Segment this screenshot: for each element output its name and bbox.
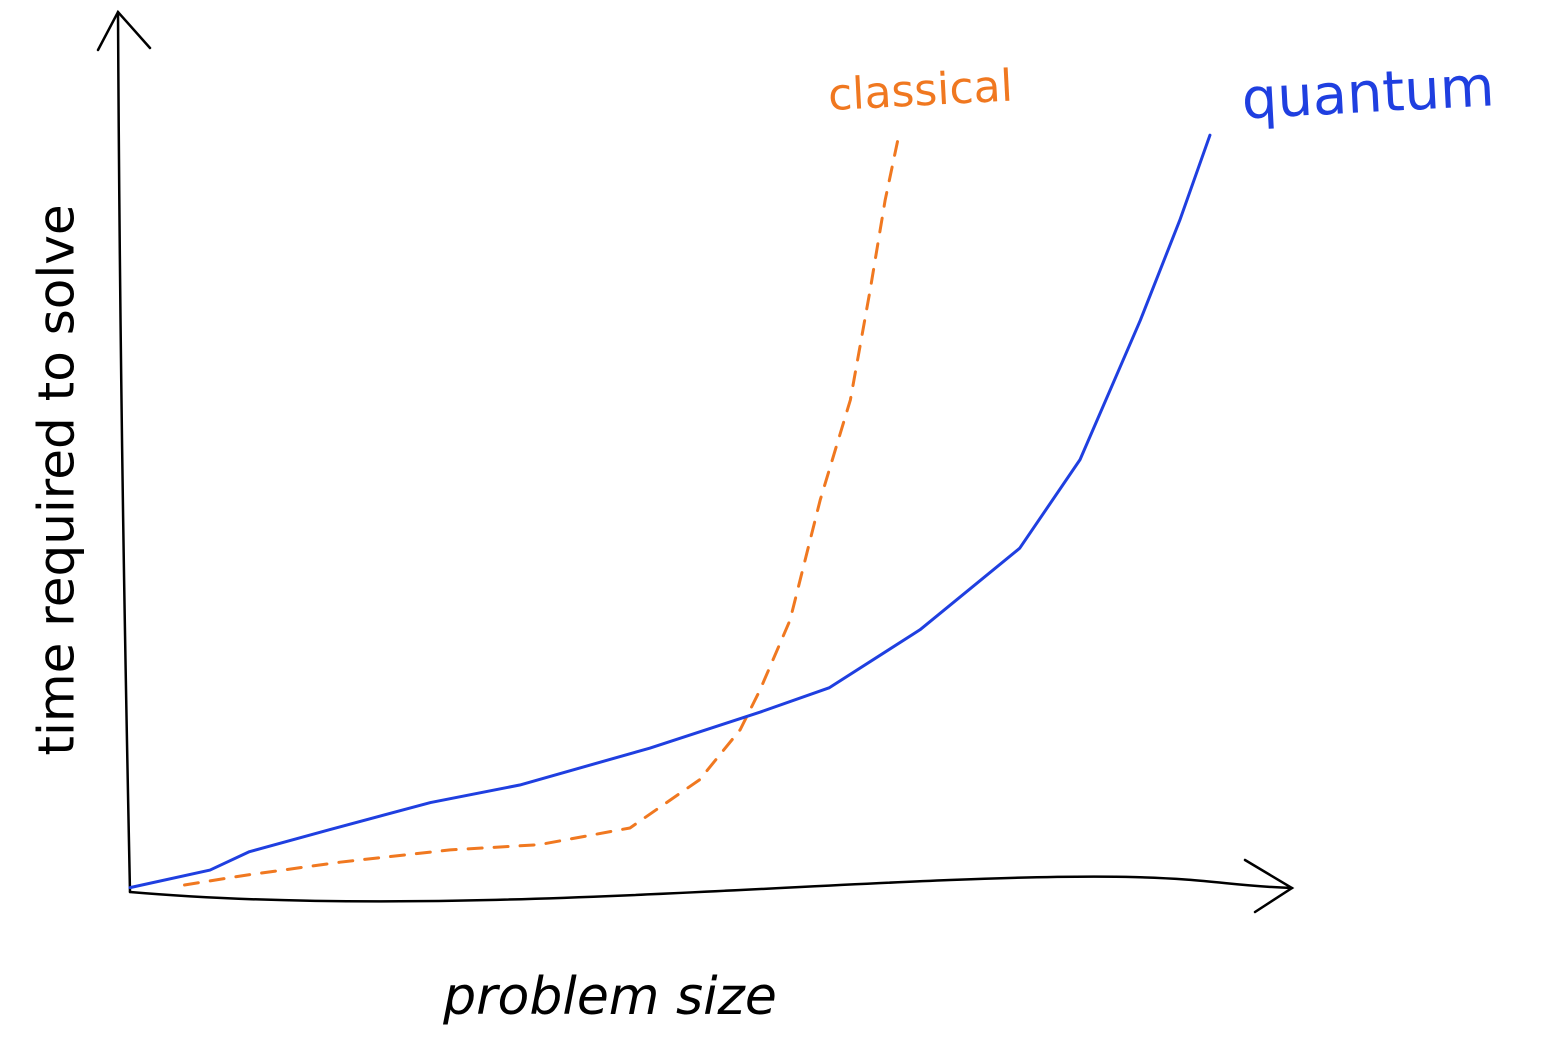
x-axis-arrow — [1243, 858, 1295, 914]
y-axis-label: time required to solve — [28, 204, 86, 755]
x-axis — [128, 875, 1294, 903]
x-axis-label: problem size — [442, 967, 777, 1027]
y-axis-arrow — [96, 9, 152, 52]
series-label: quantum — [1240, 54, 1496, 132]
series-line — [183, 138, 900, 887]
series-line — [128, 133, 1212, 890]
series-label: classical — [827, 60, 1014, 121]
axes — [96, 9, 1295, 914]
y-axis — [116, 10, 132, 894]
